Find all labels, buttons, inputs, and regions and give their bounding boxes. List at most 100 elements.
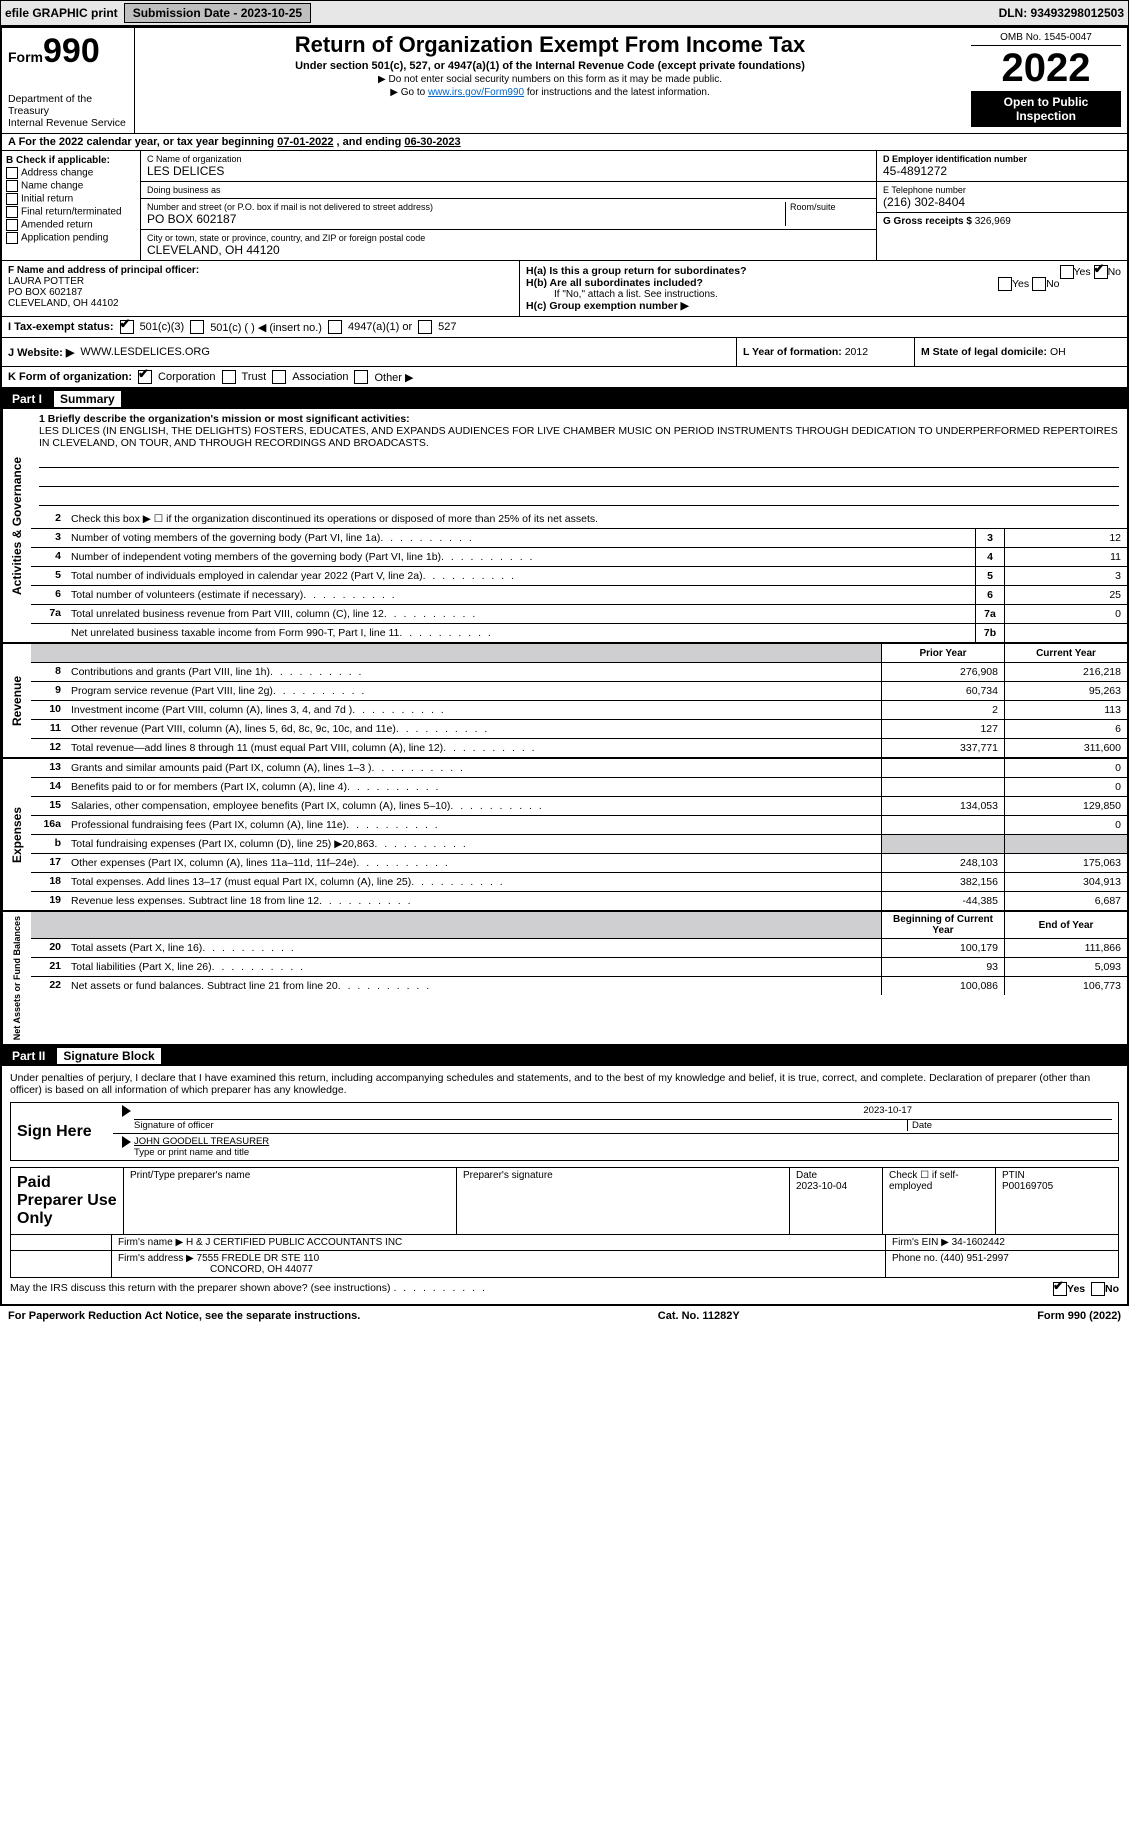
discuss-row: May the IRS discuss this return with the… [10, 1278, 1119, 1298]
paid-row-2: Firm's name ▶ H & J CERTIFIED PUBLIC ACC… [11, 1235, 1118, 1251]
f-label: F Name and address of principal officer: [8, 265, 199, 276]
ha-no: No [1108, 266, 1121, 278]
desc: Other expenses (Part IX, column (A), lin… [67, 854, 881, 872]
g-row: G Gross receipts $ 326,969 [877, 213, 1127, 230]
efile-topbar: efile GRAPHIC print Submission Date - 20… [0, 0, 1129, 26]
prior: 93 [881, 958, 1004, 976]
i-527-chk[interactable] [418, 320, 432, 334]
submission-date-button[interactable]: Submission Date - 2023-10-25 [124, 3, 311, 23]
e-label: E Telephone number [883, 185, 1121, 195]
sig-name-title: JOHN GOODELL TREASURER [134, 1136, 1112, 1147]
i-4947-chk[interactable] [328, 320, 342, 334]
line-6: 6Total number of volunteers (estimate if… [31, 586, 1127, 605]
desc: Program service revenue (Part VIII, line… [67, 682, 881, 700]
ein-value: 45-4891272 [883, 164, 1121, 178]
form-container: Form990 Department of the Treasury Inter… [0, 26, 1129, 1306]
num: 4 [31, 548, 67, 566]
discuss-yes-chk[interactable] [1053, 1282, 1067, 1296]
self-emp-cell[interactable]: Check ☐ if self-employed [882, 1168, 995, 1234]
desc: Revenue less expenses. Subtract line 18 … [67, 892, 881, 910]
a-mid: , and ending [337, 136, 405, 148]
num: 18 [31, 873, 67, 891]
discuss-no-chk[interactable] [1091, 1282, 1105, 1296]
k-corp-chk[interactable] [138, 370, 152, 384]
k-assoc-chk[interactable] [272, 370, 286, 384]
i-501c-chk[interactable] [190, 320, 204, 334]
ha-no-chk[interactable] [1094, 265, 1108, 279]
hdr-current-year: Current Year [1004, 644, 1127, 662]
num: 16a [31, 816, 67, 834]
firm-addr2: CONCORD, OH 44077 [118, 1264, 313, 1275]
part-ii-header: Part II Signature Block [2, 1046, 1127, 1066]
current: 0 [1004, 778, 1127, 796]
k-label: K Form of organization: [8, 371, 132, 383]
mission-uline-3 [39, 491, 1119, 506]
k-other-chk[interactable] [354, 370, 368, 384]
current: 5,093 [1004, 958, 1127, 976]
hb-no-chk[interactable] [1032, 277, 1046, 291]
l-value: 2012 [845, 346, 868, 358]
cellval [1004, 624, 1127, 642]
desc: Benefits paid to or for members (Part IX… [67, 778, 881, 796]
chk-initial-return[interactable]: Initial return [6, 193, 136, 205]
sig-name-title-label: Type or print name and title [134, 1147, 1112, 1158]
m-cell: M State of legal domicile: OH [914, 338, 1127, 366]
num: 3 [31, 529, 67, 547]
desc: Total liabilities (Part X, line 26) [67, 958, 881, 976]
hb-yes-chk[interactable] [998, 277, 1012, 291]
cellval: 0 [1004, 605, 1127, 623]
ptin-label: PTIN [1002, 1170, 1112, 1181]
desc: Number of voting members of the governin… [67, 529, 975, 547]
box-c: C Name of organization LES DELICES Doing… [141, 151, 876, 260]
rev-header-row: Prior Year Current Year [31, 644, 1127, 663]
line-21: 21Total liabilities (Part X, line 26)935… [31, 958, 1127, 977]
sig-date-label: Date [907, 1119, 1112, 1131]
firm-addr1: 7555 FREDLE DR STE 110 [197, 1253, 320, 1264]
website-value: WWW.LESDELICES.ORG [80, 346, 210, 358]
cellnum: 6 [975, 586, 1004, 604]
line-1-mission: 1 Briefly describe the organization's mi… [31, 409, 1127, 510]
signature-section: Under penalties of perjury, I declare th… [2, 1066, 1127, 1304]
org-street: PO BOX 602187 [147, 212, 785, 226]
chk-app-pending[interactable]: Application pending [6, 232, 136, 244]
note2-suffix: for instructions and the latest informat… [524, 87, 710, 98]
irs-link[interactable]: www.irs.gov/Form990 [428, 87, 524, 98]
i-501c3-chk[interactable] [120, 320, 134, 334]
part-i-title: Summary [54, 391, 121, 407]
prior: 2 [881, 701, 1004, 719]
paid-row-1: Paid Preparer Use Only Print/Type prepar… [11, 1168, 1118, 1235]
hc-label: H(c) Group exemption number ▶ [526, 300, 689, 312]
k-opt1: Trust [242, 371, 267, 383]
current [1004, 835, 1127, 853]
chk-address-change[interactable]: Address change [6, 167, 136, 179]
line-9: 9Program service revenue (Part VIII, lin… [31, 682, 1127, 701]
hdr-prior-year: Prior Year [881, 644, 1004, 662]
sign-here-body: 2023-10-17 Signature of officer Date JOH… [113, 1103, 1118, 1160]
chk-name-change[interactable]: Name change [6, 180, 136, 192]
form-note1: ▶ Do not enter social security numbers o… [143, 74, 957, 85]
footer-right: Form 990 (2022) [1037, 1310, 1121, 1322]
prior: 100,086 [881, 977, 1004, 995]
prior: 276,908 [881, 663, 1004, 681]
desc: Contributions and grants (Part VIII, lin… [67, 663, 881, 681]
cellval: 3 [1004, 567, 1127, 585]
num: 12 [31, 739, 67, 757]
b-title: B Check if applicable: [6, 155, 110, 166]
hc-row: H(c) Group exemption number ▶ [526, 300, 1121, 312]
l1-label: 1 Briefly describe the organization's mi… [39, 413, 410, 425]
prep-date-cell: Date 2023-10-04 [789, 1168, 882, 1234]
chk-amended[interactable]: Amended return [6, 219, 136, 231]
firm-ein-cell: Firm's EIN ▶ 34-1602442 [885, 1235, 1118, 1250]
omb-label: OMB No. 1545-0047 [971, 32, 1121, 46]
k-trust-chk[interactable] [222, 370, 236, 384]
desc: Total number of individuals employed in … [67, 567, 975, 585]
prior: 127 [881, 720, 1004, 738]
chk-final-return[interactable]: Final return/terminated [6, 206, 136, 218]
line-8: 8Contributions and grants (Part VIII, li… [31, 663, 1127, 682]
num: 17 [31, 854, 67, 872]
b-item-0: Address change [21, 168, 93, 179]
num: 19 [31, 892, 67, 910]
box-h: H(a) Is this a group return for subordin… [520, 261, 1127, 316]
cellnum: 3 [975, 529, 1004, 547]
ha-yes-chk[interactable] [1060, 265, 1074, 279]
